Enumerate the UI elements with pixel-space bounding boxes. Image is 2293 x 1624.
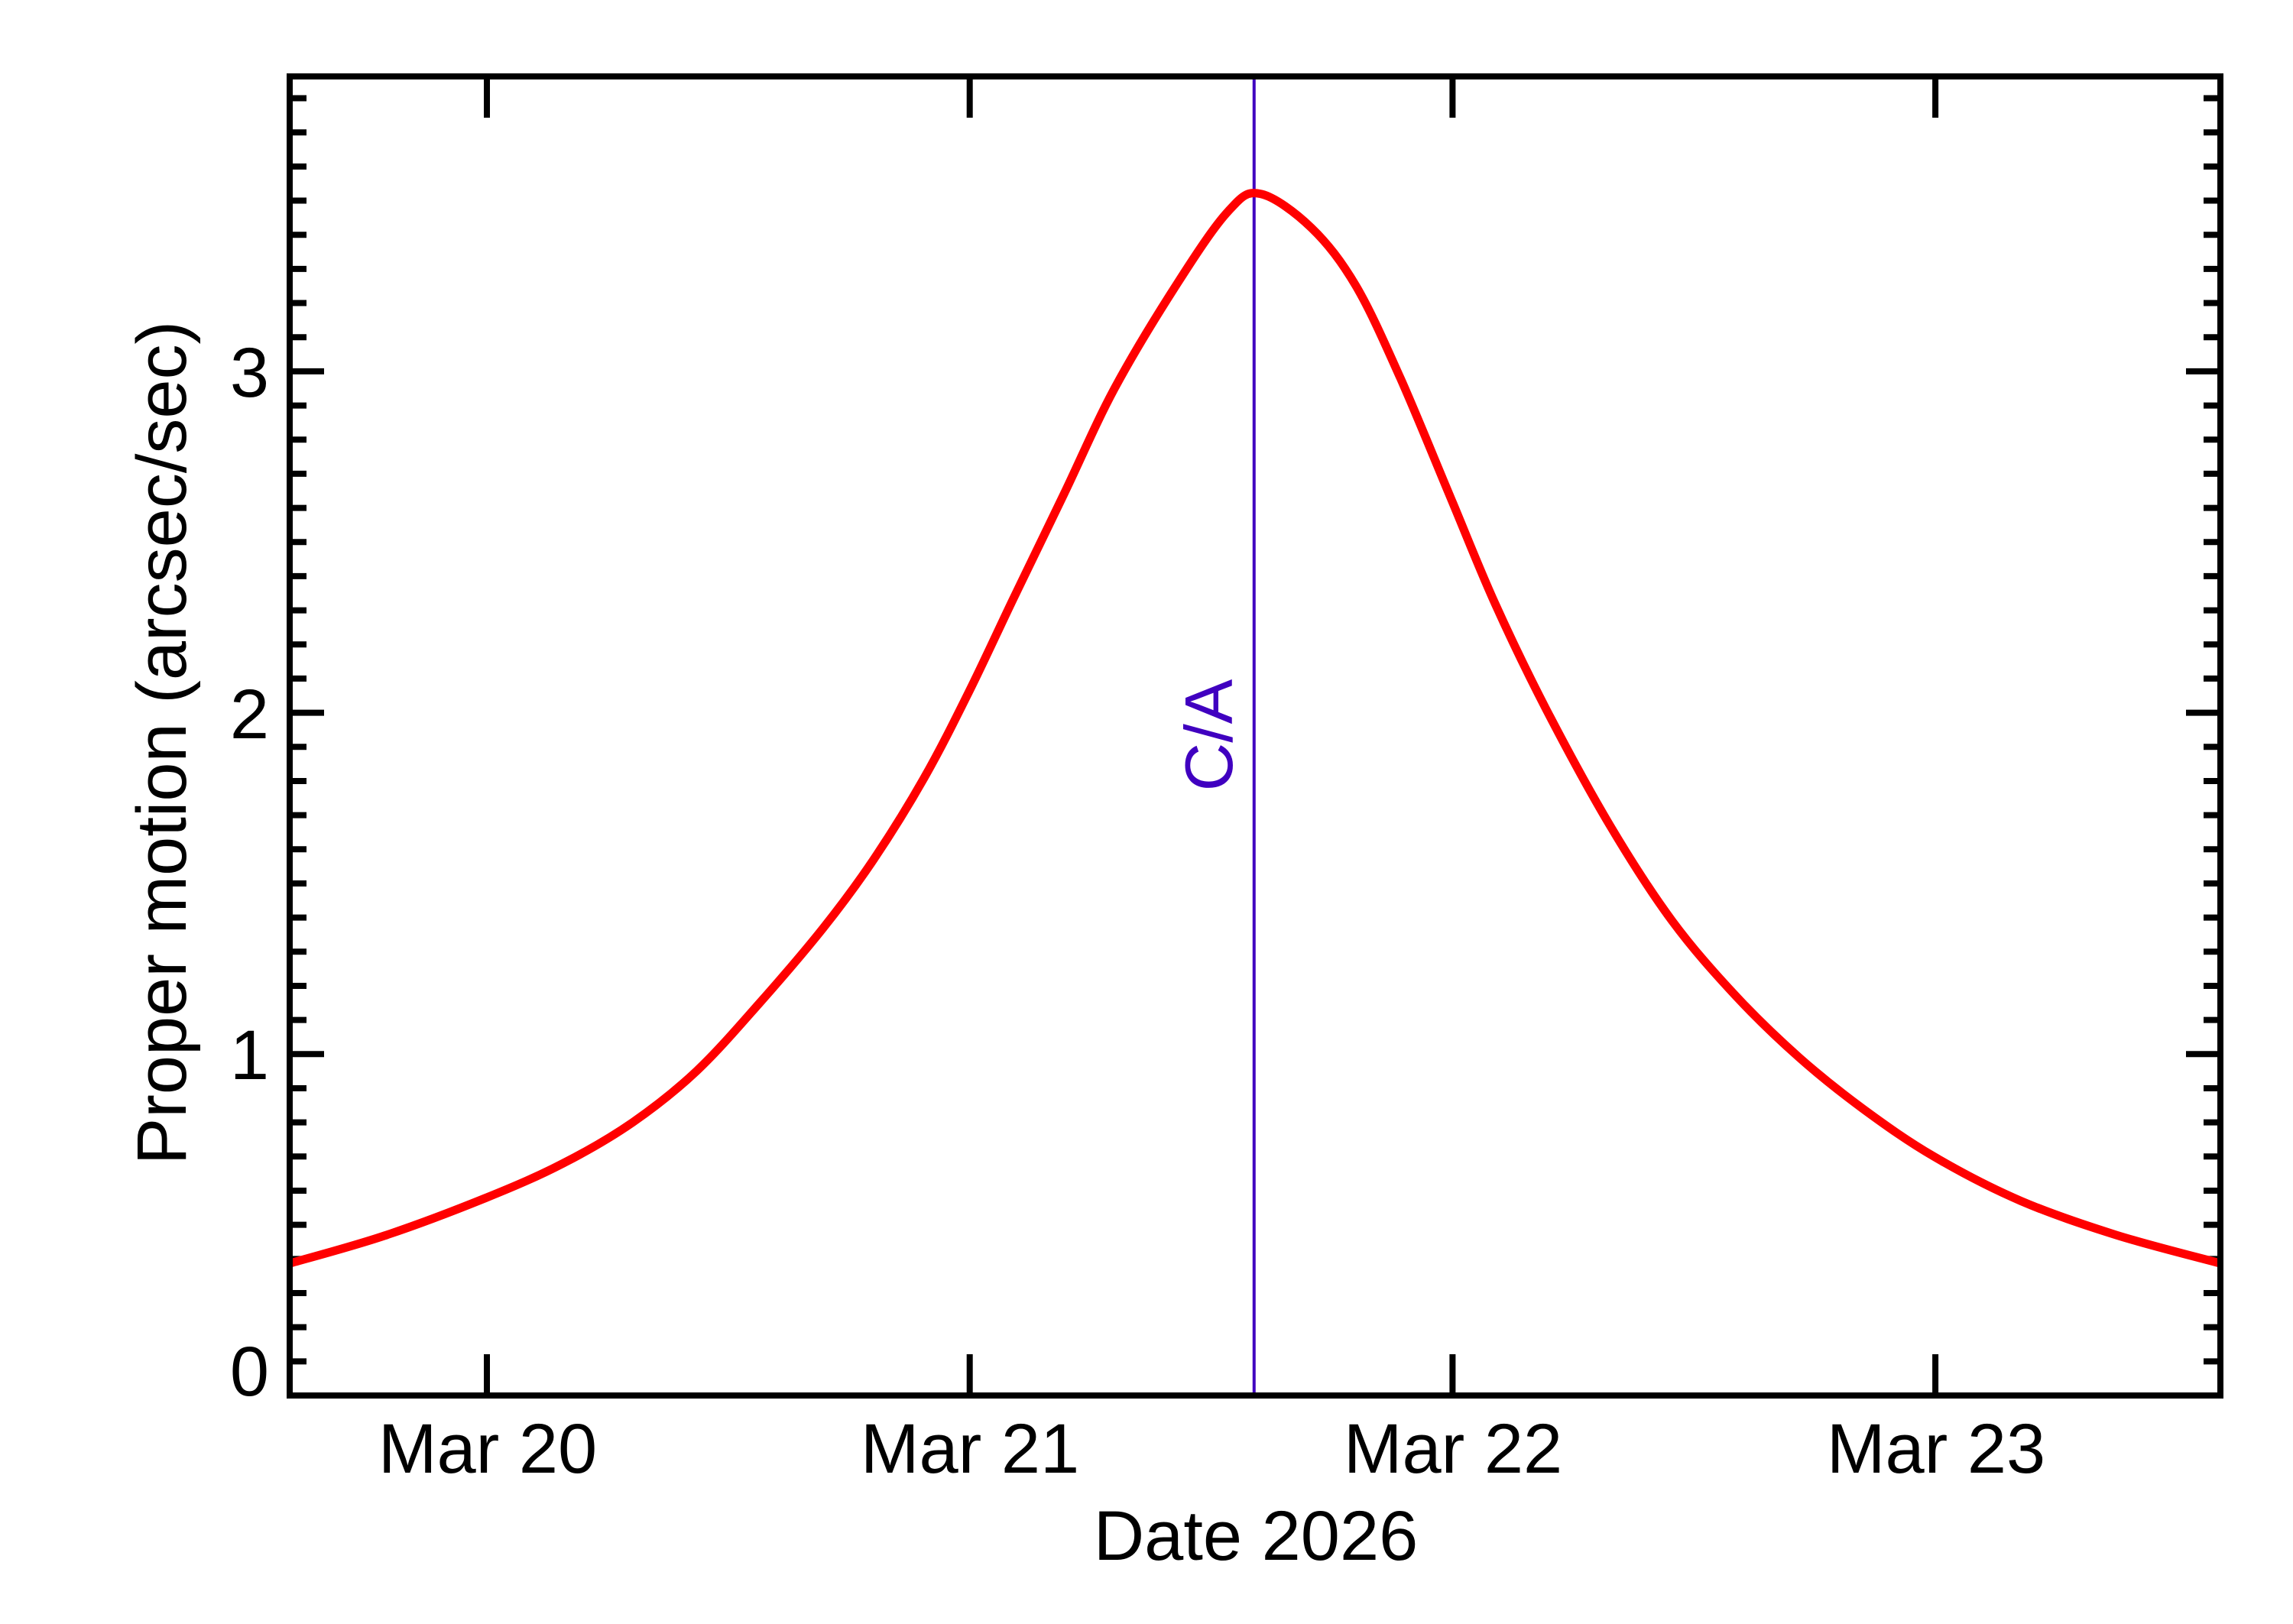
x-tick-label-mar21: Mar 21 — [861, 1410, 1079, 1488]
y-tick-labels: 0 1 2 3 — [230, 334, 269, 1411]
x-tick-label-mar23: Mar 23 — [1827, 1410, 2045, 1488]
y-tick-label-1: 1 — [230, 1016, 269, 1094]
y-tick-label-0: 0 — [230, 1333, 269, 1411]
y-tick-label-3: 3 — [230, 334, 269, 412]
closest-approach-label: C/A — [1171, 679, 1247, 791]
y-axis-title: Proper motion (arcsec/sec) — [123, 321, 201, 1165]
y-tick-label-2: 2 — [230, 676, 269, 754]
plot-frame — [287, 73, 2223, 1399]
proper-motion-curve — [288, 189, 2222, 1268]
x-tick-label-mar22: Mar 22 — [1344, 1410, 1562, 1488]
x-tick-labels: Mar 20 Mar 21 Mar 22 Mar 23 — [378, 1410, 2045, 1488]
x-tick-label-mar20: Mar 20 — [378, 1410, 597, 1488]
x-axis-title: Date 2026 — [1094, 1497, 1419, 1575]
